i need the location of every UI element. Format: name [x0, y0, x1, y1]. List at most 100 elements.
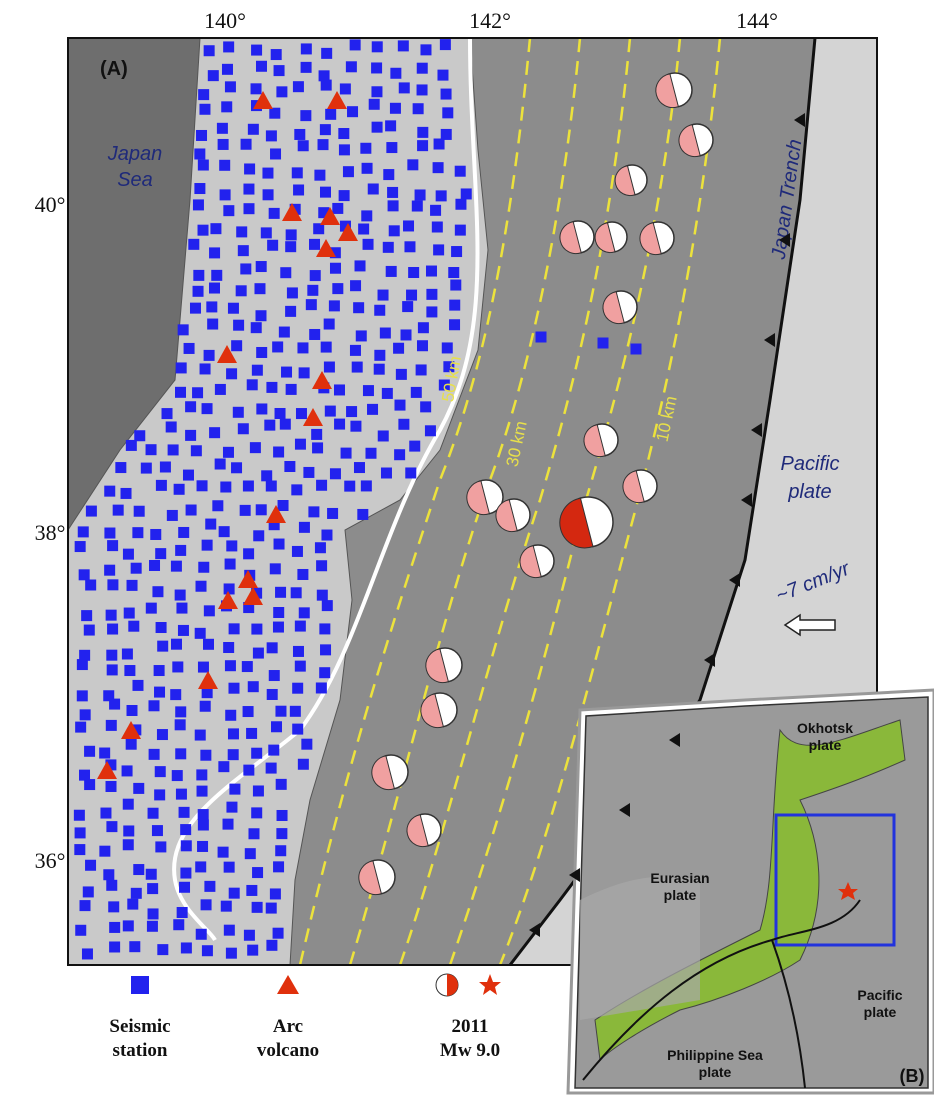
station	[220, 482, 231, 493]
station	[85, 860, 96, 871]
station	[320, 644, 331, 655]
station	[402, 301, 413, 312]
station	[197, 480, 208, 491]
focal-mechanism	[560, 221, 594, 254]
station	[219, 526, 230, 537]
station	[321, 342, 332, 353]
station	[276, 828, 287, 839]
station	[363, 239, 374, 250]
station	[99, 846, 110, 857]
station	[224, 583, 235, 594]
focal-mechanism	[679, 124, 713, 157]
station	[330, 468, 341, 479]
focal-mechanism	[421, 693, 457, 728]
inset-label: Okhotsk	[797, 720, 853, 736]
station	[306, 299, 317, 310]
station	[127, 899, 138, 910]
station	[309, 239, 320, 250]
station	[212, 500, 223, 511]
station	[107, 579, 118, 590]
station	[357, 509, 368, 520]
station	[175, 706, 186, 717]
station	[361, 210, 372, 221]
station	[157, 729, 168, 740]
station	[386, 266, 397, 277]
station	[248, 828, 259, 839]
station	[436, 190, 447, 201]
station	[104, 486, 115, 497]
legend-label: volcano	[257, 1040, 319, 1061]
station	[273, 928, 284, 939]
station	[129, 941, 140, 952]
station	[128, 621, 139, 632]
station	[107, 624, 118, 635]
station	[433, 244, 444, 255]
station	[134, 430, 145, 441]
station	[365, 448, 376, 459]
station	[267, 689, 278, 700]
station	[225, 81, 236, 92]
station	[430, 205, 441, 216]
station	[122, 765, 133, 776]
station	[297, 569, 308, 580]
station	[362, 163, 373, 174]
station	[131, 563, 142, 574]
station	[334, 419, 345, 430]
station	[238, 245, 249, 256]
station	[106, 720, 117, 731]
station	[399, 82, 410, 93]
station	[319, 623, 330, 634]
station	[301, 739, 312, 750]
station	[266, 940, 277, 951]
station	[106, 650, 117, 661]
station	[149, 560, 160, 571]
station	[172, 661, 183, 672]
station	[252, 867, 263, 878]
station	[274, 65, 285, 76]
station	[415, 189, 426, 200]
station	[273, 861, 284, 872]
station	[201, 899, 212, 910]
station	[404, 241, 415, 252]
station	[292, 724, 303, 735]
station	[197, 786, 208, 797]
station	[218, 761, 229, 772]
station	[106, 610, 117, 621]
station	[220, 189, 231, 200]
station	[382, 388, 393, 399]
station	[339, 144, 350, 155]
station	[256, 403, 267, 414]
station	[315, 542, 326, 553]
station	[385, 120, 396, 131]
station	[103, 869, 114, 880]
station	[266, 130, 277, 141]
station	[320, 124, 331, 135]
station	[210, 223, 221, 234]
station	[208, 70, 219, 81]
station	[292, 167, 303, 178]
station	[250, 442, 261, 453]
station	[252, 365, 263, 376]
station	[240, 263, 251, 274]
station	[205, 519, 216, 530]
station	[267, 240, 278, 251]
station	[293, 184, 304, 195]
station	[218, 847, 229, 858]
station	[449, 319, 460, 330]
station	[270, 888, 281, 899]
station	[152, 586, 163, 597]
station	[256, 504, 267, 515]
station	[264, 420, 275, 431]
station	[455, 166, 466, 177]
station	[297, 342, 308, 353]
focal-mechanism	[603, 291, 637, 324]
station	[389, 225, 400, 236]
station	[99, 748, 110, 759]
station	[284, 461, 295, 472]
station	[387, 187, 398, 198]
station	[354, 462, 365, 473]
station	[229, 888, 240, 899]
station	[455, 225, 466, 236]
station	[325, 406, 336, 417]
station	[301, 43, 312, 54]
